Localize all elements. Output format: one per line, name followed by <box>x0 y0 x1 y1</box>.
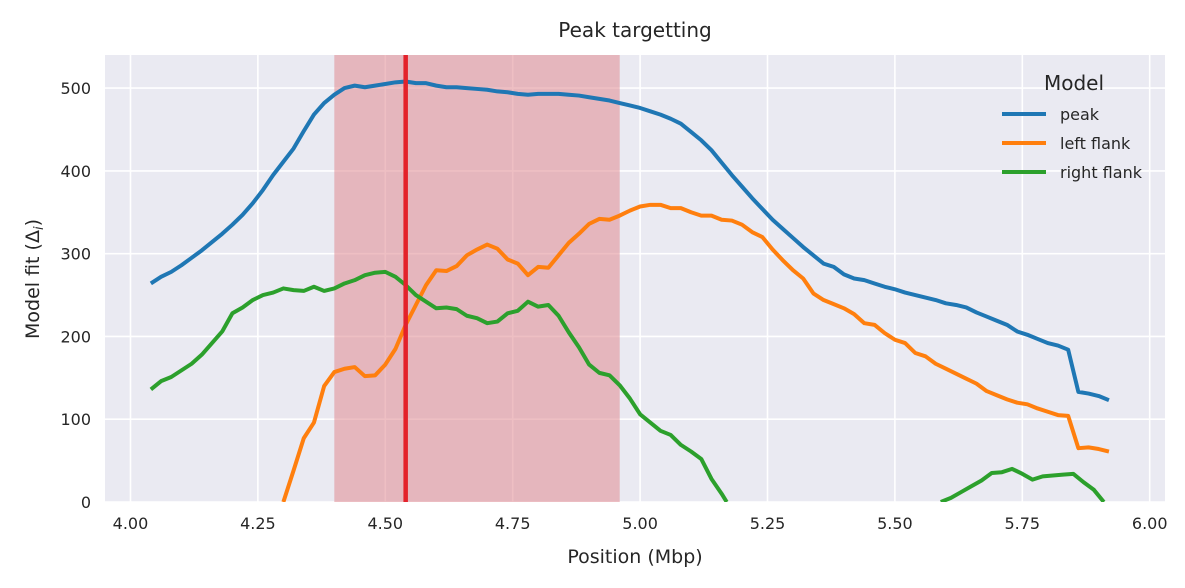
x-tick-label: 5.25 <box>750 514 786 533</box>
y-tick-label: 100 <box>60 410 91 429</box>
x-tick-label: 4.75 <box>495 514 531 533</box>
legend-label: right flank <box>1060 163 1143 182</box>
grid <box>105 55 1165 503</box>
x-tick-label: 4.50 <box>367 514 403 533</box>
series-line-left-flank <box>281 202 1110 502</box>
y-axis-label-subscript: i <box>32 226 47 230</box>
y-axis-label-main: Model fit (Δ <box>22 230 44 339</box>
series-line-right-flank <box>149 269 1106 502</box>
y-tick-label: 400 <box>60 162 91 181</box>
highlight-region <box>334 55 620 502</box>
series-line-peak <box>149 79 1110 403</box>
y-axis-label-end: ) <box>22 219 44 226</box>
x-tick-label: 6.00 <box>1132 514 1168 533</box>
legend-title: Model <box>1044 71 1104 95</box>
series-group <box>149 79 1110 502</box>
x-tick-label: 4.25 <box>240 514 276 533</box>
x-tick-label: 5.75 <box>1004 514 1040 533</box>
x-tick-label: 5.00 <box>622 514 658 533</box>
x-axis-label: Position (Mbp) <box>567 546 702 568</box>
y-axis-label: Model fit (Δi) <box>22 219 47 339</box>
axis-ticks: 4.00 4.25 4.50 4.75 5.00 5.25 5.50 5.75 6.00 0 100… <box>60 79 1167 533</box>
x-tick-label: 4.00 <box>113 514 149 533</box>
legend: Model peak left flank right flank <box>1002 71 1143 182</box>
y-tick-label: 0 <box>81 493 91 512</box>
legend-label: peak <box>1060 105 1100 124</box>
x-tick-label: 5.50 <box>877 514 913 533</box>
y-tick-label: 300 <box>60 245 91 264</box>
y-tick-label: 200 <box>60 327 91 346</box>
legend-label: left flank <box>1060 134 1131 153</box>
chart-title: Peak targetting <box>558 18 711 42</box>
y-tick-label: 500 <box>60 79 91 98</box>
plot-area <box>105 55 1165 502</box>
